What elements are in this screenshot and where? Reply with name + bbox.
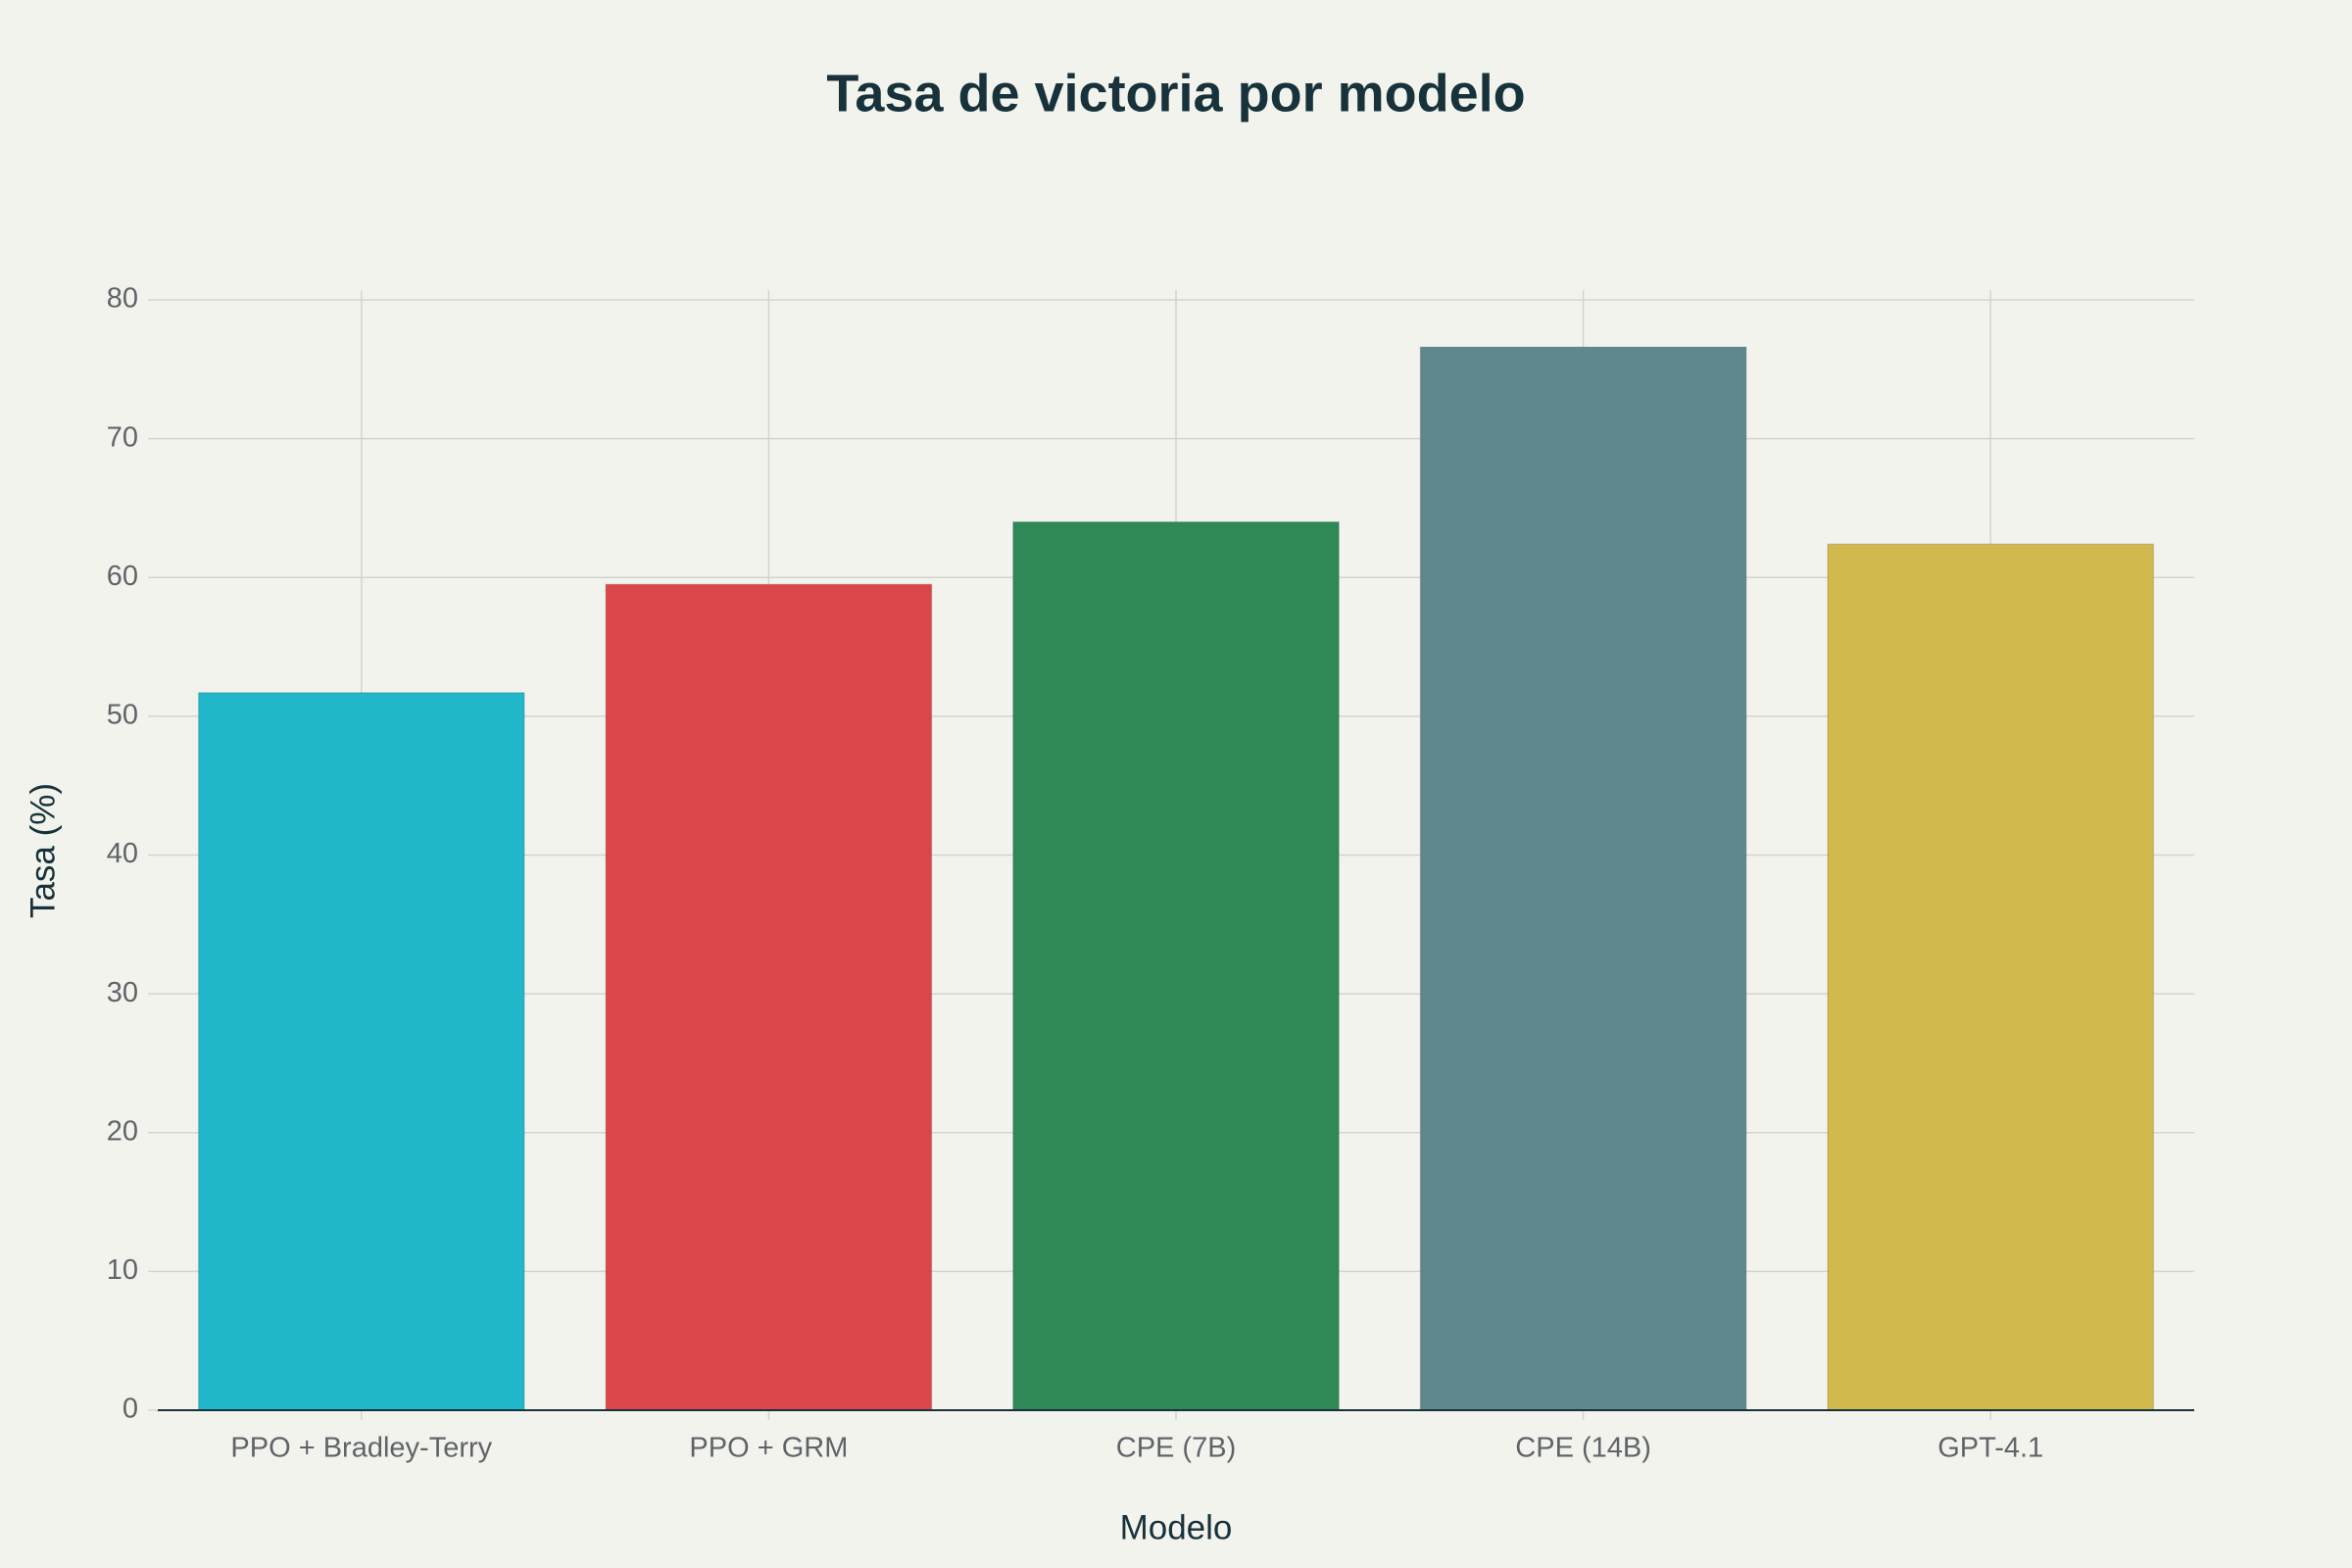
x-tick-label: PPO + GRM [689, 1433, 848, 1464]
bar [1827, 543, 2155, 1411]
y-tick-label: 0 [122, 1394, 138, 1425]
x-tick-label: CPE (14B) [1515, 1433, 1651, 1464]
y-tick-label: 30 [107, 977, 138, 1008]
bar [197, 692, 525, 1411]
bar [605, 583, 933, 1411]
x-tick-label: GPT-4.1 [1937, 1433, 2043, 1464]
y-axis-title: Tasa (%) [24, 783, 62, 918]
y-tick-label: 40 [107, 838, 138, 869]
x-tick-label: PPO + Bradley-Terry [230, 1433, 492, 1464]
y-tick-label: 80 [107, 283, 138, 315]
y-tick-label: 70 [107, 421, 138, 453]
bar [1419, 346, 1747, 1411]
x-axis-title: Modelo [1120, 1508, 1233, 1546]
bar [1012, 520, 1340, 1411]
y-tick-label: 60 [107, 561, 138, 592]
y-tick-label: 10 [107, 1254, 138, 1286]
y-tick-label: 50 [107, 700, 138, 731]
y-tick-label: 20 [107, 1115, 138, 1147]
x-tick-label: CPE (7B) [1116, 1433, 1236, 1464]
chart-title: Tasa de victoria por modelo [826, 64, 1525, 122]
